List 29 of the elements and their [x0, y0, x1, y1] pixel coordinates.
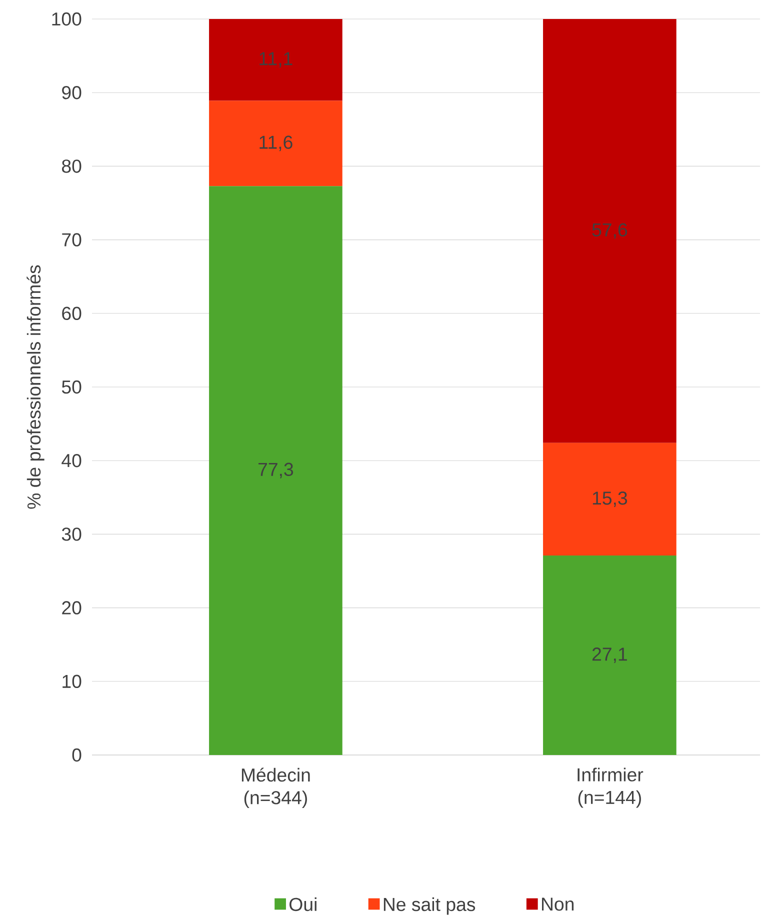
bar: [209, 100, 342, 186]
bar: [543, 19, 676, 443]
y-tick-label: 20: [62, 601, 82, 614]
y-tick-label: 0: [72, 748, 82, 762]
data-label: 11,1: [260, 52, 292, 68]
data-label: 11,6: [260, 136, 292, 152]
legend-label: Ne sait pas: [384, 897, 476, 915]
y-tick-label: 50: [62, 380, 82, 394]
y-tick-label: 80: [62, 160, 82, 173]
data-label: 77,3: [258, 462, 294, 478]
data-label: 27,1: [592, 648, 627, 663]
bar: [209, 186, 342, 755]
y-tick-label: 100: [52, 12, 82, 26]
y-tick-label: 90: [62, 86, 82, 100]
y-tick-label: 10: [62, 674, 82, 688]
bar: [209, 19, 342, 101]
y-axis-title: % de professionnels informés: [26, 265, 44, 509]
x-tick-label: Médecin (n=344): [242, 768, 310, 808]
bar: [543, 556, 676, 755]
data-label: 15,3: [592, 492, 628, 507]
legend-label: Oui: [290, 897, 316, 912]
y-tick-label: 30: [62, 528, 82, 541]
y-tick-label: 70: [62, 233, 82, 246]
data-label: 57,6: [592, 223, 628, 239]
x-tick-label: Infirmier (n=144): [578, 768, 644, 808]
y-tick-label: 60: [62, 306, 82, 320]
legend-label: Non: [542, 898, 574, 911]
y-tick-label: 40: [62, 454, 82, 468]
bar: [543, 442, 676, 556]
